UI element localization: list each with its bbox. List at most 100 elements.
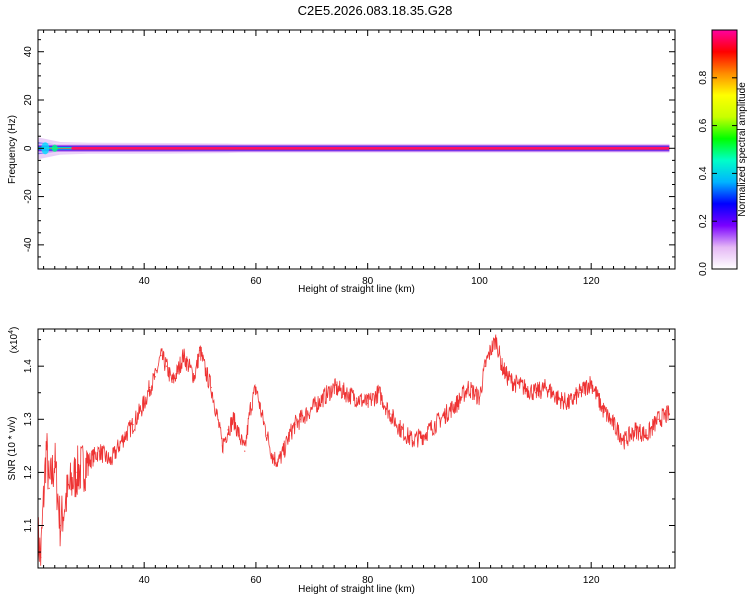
spectrogram-y-tick-label: -40	[23, 237, 34, 252]
colorbar-scale	[711, 29, 738, 270]
snr-data-point	[272, 455, 274, 458]
spectrogram-x-axis-label: Height of straight line (km)	[298, 284, 415, 295]
snr-data-point	[182, 354, 184, 357]
snr-data-point	[171, 381, 173, 383]
colorbar-tick-label: 0.8	[698, 70, 709, 84]
snr-scale-label: (x104)	[8, 327, 20, 354]
snr-data-point	[221, 445, 223, 447]
snr-data-point	[45, 445, 47, 447]
snr-data-point	[355, 397, 358, 399]
snr-x-tick-label: 40	[139, 575, 151, 586]
snr-data-point	[568, 402, 570, 404]
snr-data-point	[87, 461, 89, 463]
colorbar-tick-label: 0.6	[698, 118, 709, 132]
snr-data-point	[110, 461, 112, 463]
snr-data-point	[177, 370, 179, 373]
snr-data-point	[59, 524, 61, 527]
spectrogram-ridge-core	[71, 146, 670, 150]
snr-data-point	[311, 408, 313, 410]
snr-data-point	[188, 365, 190, 367]
snr-data-point	[266, 434, 268, 436]
snr-data-point	[277, 461, 279, 463]
snr-data-point	[484, 365, 486, 367]
colorbar-label: Normalized spectral amplitude	[737, 82, 748, 217]
snr-data-point	[445, 413, 447, 415]
snr-data-point	[545, 386, 548, 389]
snr-data-point	[322, 397, 324, 399]
snr-data-point	[232, 418, 235, 420]
snr-data-point	[160, 354, 162, 357]
snr-data-point	[42, 498, 45, 500]
spectrogram-x-tick-label: 80	[362, 276, 374, 287]
snr-y-tick-label: 1.3	[23, 412, 34, 426]
spectrogram-y-axis-label: Frequency (Hz)	[7, 115, 18, 184]
snr-data-point	[255, 386, 257, 389]
snr-data-point	[534, 392, 536, 394]
snr-x-tick-label: 80	[362, 575, 374, 586]
spectrogram-start-blob	[41, 142, 50, 155]
spectrogram-x-tick-label: 100	[471, 276, 488, 287]
snr-scale-close: )	[9, 327, 20, 330]
snr-noise-trace	[38, 334, 670, 566]
snr-data-point	[367, 402, 369, 404]
snr-y-axis-label: SNR (10 * v/v)	[7, 417, 18, 481]
snr-data-point	[523, 386, 525, 389]
snr-data-point	[467, 386, 469, 389]
colorbar-tick-label: 0.0	[698, 262, 709, 276]
snr-data-point	[646, 434, 648, 436]
snr-data-point	[199, 349, 201, 351]
snr-data-point	[294, 424, 296, 426]
snr-data-point	[422, 434, 425, 436]
colorbar: 0.0 0.2 0.4 0.6 0.8 Normalized spectral ampl…	[698, 29, 748, 276]
snr-data-point	[300, 418, 302, 420]
snr-panel: 40 60 80 100 120 1.1 1.2 1.3 1.4 Height of strai…	[7, 327, 676, 595]
colorbar-ticks: 0.0 0.2 0.4 0.6 0.8	[698, 70, 737, 276]
snr-data-point	[624, 439, 626, 442]
snr-data-point	[657, 418, 659, 420]
spectrogram-x-tick-label: 40	[139, 276, 151, 287]
snr-y-tick-label: 1.2	[23, 465, 34, 479]
spectrogram-panel: 40 60 80 100 120 -40 -20 0 20 40 Height of straig…	[7, 29, 676, 295]
snr-data-point	[132, 424, 134, 426]
snr-data-point	[143, 402, 145, 404]
snr-data-point	[260, 413, 263, 415]
snr-x-tick-label: 100	[471, 575, 488, 586]
snr-x-tick-label: 60	[250, 575, 262, 586]
snr-data-point	[98, 450, 101, 452]
snr-x-tick-label: 120	[583, 575, 600, 586]
snr-data-point	[400, 429, 402, 431]
snr-data-point	[495, 339, 497, 341]
snr-data-point	[668, 413, 671, 415]
snr-data-point	[506, 376, 508, 378]
snr-data-point	[635, 429, 637, 431]
spectrogram-y-tick-label: -20	[23, 189, 34, 204]
snr-data-point	[149, 386, 151, 389]
snr-data-point	[54, 461, 56, 463]
snr-data-point	[333, 386, 335, 389]
snr-data-point	[601, 408, 603, 410]
snr-scale-exponent: 4	[8, 330, 15, 334]
snr-data-point	[76, 471, 78, 473]
snr-data-point	[456, 402, 458, 404]
snr-data-point	[283, 450, 285, 452]
snr-content	[38, 334, 671, 566]
snr-data-point	[193, 376, 196, 378]
chart-title: C2E5.2026.083.18.35.G28	[298, 3, 453, 18]
spectrogram-x-tick-label: 120	[583, 276, 600, 287]
snr-data-point	[121, 439, 123, 442]
snr-y-tick-label: 1.4	[23, 359, 34, 373]
snr-y-tick-label: 1.1	[23, 518, 34, 532]
snr-scale-base: (x10	[9, 333, 20, 353]
snr-data-point	[434, 424, 436, 426]
snr-data-point	[389, 413, 391, 415]
snr-data-point	[612, 424, 615, 426]
snr-data-point	[65, 498, 67, 500]
spectrogram-x-tick-label: 60	[250, 276, 262, 287]
snr-data-point	[244, 450, 246, 452]
snr-data-point	[205, 370, 207, 373]
snr-data-point	[344, 392, 346, 394]
snr-data-point	[70, 482, 73, 484]
snr-data-point	[557, 397, 559, 399]
spectrogram-ticks: 40 60 80 100 120 -40 -20 0 20 40	[23, 30, 675, 287]
snr-data-point	[48, 487, 50, 489]
